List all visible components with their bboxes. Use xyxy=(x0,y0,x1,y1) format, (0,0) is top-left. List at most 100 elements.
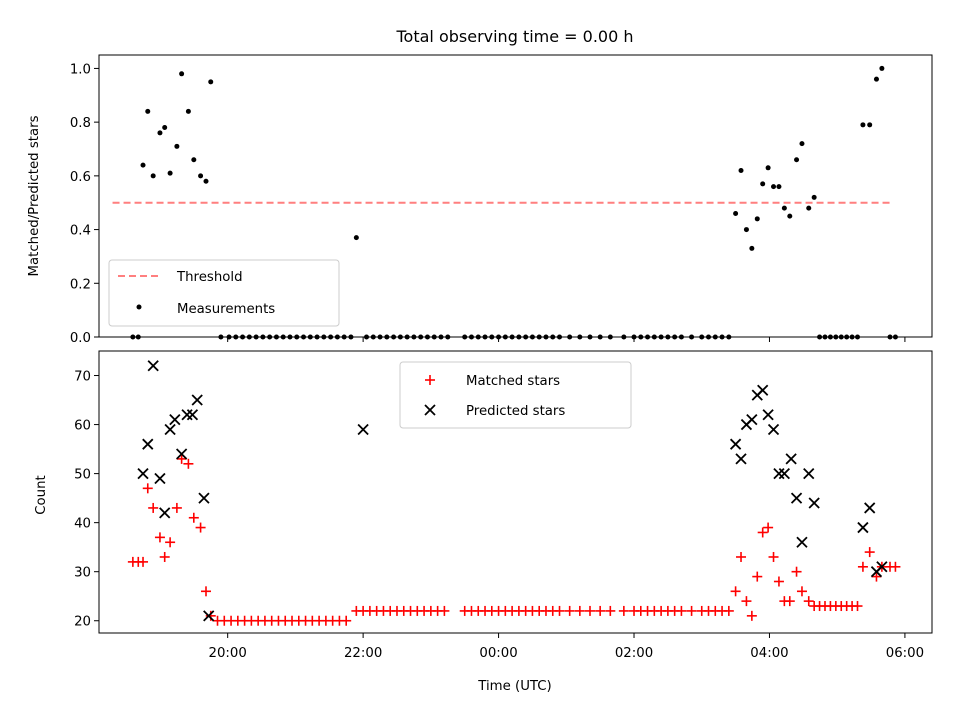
measurement-point xyxy=(760,181,766,187)
matched-star-point xyxy=(201,586,212,597)
matched-star-point xyxy=(183,458,194,469)
predicted-star-point xyxy=(778,467,790,480)
matched-star-point xyxy=(676,605,687,616)
bottom-y-tick-label: 40 xyxy=(74,517,91,532)
measurement-point xyxy=(860,122,866,128)
predicted-star-point xyxy=(735,453,747,465)
predicted-star-point xyxy=(147,360,159,372)
bottom-x-tick-label: 02:00 xyxy=(615,646,653,661)
measurement-point xyxy=(191,157,197,163)
matched-star-point xyxy=(852,601,863,612)
measurement-point xyxy=(867,122,873,128)
bottom-y-tick-label: 30 xyxy=(74,566,91,581)
matched-star-point xyxy=(142,483,153,494)
predicted-star-point xyxy=(198,492,210,504)
bottom-legend: Matched stars Predicted stars xyxy=(399,361,632,429)
matched-star-point xyxy=(341,615,352,626)
matched-star-point xyxy=(159,551,170,562)
legend-matched-swatch xyxy=(425,375,435,385)
matched-star-point xyxy=(154,532,165,543)
bottom-y-tick-label: 60 xyxy=(74,419,91,434)
measurement-point xyxy=(198,173,204,179)
measurement-point xyxy=(203,178,209,184)
measurement-point xyxy=(733,210,739,216)
measurement-point xyxy=(771,184,777,190)
matched-star-point xyxy=(730,586,741,597)
bottom-x-tick-label: 04:00 xyxy=(750,646,788,661)
predicted-star-point xyxy=(785,453,797,465)
matched-star-point xyxy=(439,605,450,616)
top-y-axis-label: Matched/Predicted stars xyxy=(27,115,42,276)
matched-star-point xyxy=(564,605,575,616)
predicted-star-point xyxy=(142,438,154,450)
bottom-y-axis-label: Count xyxy=(34,475,49,515)
predicted-star-point xyxy=(154,472,166,485)
measurement-point xyxy=(811,194,817,200)
matched-star-point xyxy=(773,576,784,587)
matched-star-point xyxy=(554,605,565,616)
measurement-point xyxy=(806,205,812,211)
top-chart-title: Total observing time = 0.00 h xyxy=(395,27,633,46)
predicted-star-point xyxy=(796,536,808,548)
matched-star-point xyxy=(195,522,206,533)
predicted-star-point xyxy=(876,561,888,573)
legend-measurements-label: Measurements xyxy=(177,302,275,317)
matched-star-point xyxy=(595,605,606,616)
predicted-star-point xyxy=(746,414,758,426)
measurement-point xyxy=(743,227,749,233)
matched-star-point xyxy=(165,537,176,548)
matched-star-point xyxy=(205,610,216,621)
measurement-point xyxy=(174,143,180,149)
measurement-point xyxy=(145,108,151,114)
bottom-y-tick-label: 50 xyxy=(74,468,91,483)
predicted-star-point xyxy=(159,507,171,519)
legend-matched-label: Matched stars xyxy=(466,374,560,389)
predicted-star-point xyxy=(790,492,803,504)
matched-star-point xyxy=(763,522,774,533)
measurement-point xyxy=(787,213,793,219)
bottom-x-tick-label: 22:00 xyxy=(344,646,382,661)
legend-matched-marker xyxy=(425,375,435,385)
bottom-x-tick-label: 20:00 xyxy=(209,646,247,661)
matched-star-point xyxy=(605,605,616,616)
predicted-star-point xyxy=(808,497,820,509)
predicted-star-point xyxy=(191,394,203,406)
predicted-star-point xyxy=(729,438,742,450)
measurement-point xyxy=(873,76,879,82)
legend-threshold-label: Threshold xyxy=(176,270,243,285)
measurement-point xyxy=(794,157,800,163)
predicted-star-point xyxy=(757,384,769,396)
measurement-point xyxy=(879,65,885,71)
measurement-point xyxy=(150,173,156,179)
predicted-star-point xyxy=(762,409,774,421)
matched-star-point xyxy=(752,571,763,582)
matched-star-point xyxy=(176,453,187,464)
measurement-point xyxy=(765,165,771,171)
matched-star-point xyxy=(803,596,814,607)
predicted-star-point xyxy=(203,610,215,622)
matched-star-point xyxy=(757,527,768,538)
predicted-star-point xyxy=(137,467,149,480)
measurement-point xyxy=(157,130,163,136)
top-y-tick-label: 0.0 xyxy=(70,331,91,346)
bottom-plot-frame xyxy=(98,350,933,634)
top-legend: Threshold Measurements xyxy=(108,259,340,327)
top-plot-frame xyxy=(98,54,933,338)
top-y-tick-label: 0.2 xyxy=(70,277,91,292)
top-y-tick-label: 1.0 xyxy=(70,62,91,77)
matched-star-point xyxy=(741,596,752,607)
measurement-point xyxy=(799,141,805,147)
matched-star-point xyxy=(857,561,868,572)
measurement-point xyxy=(167,170,173,176)
top-y-tick-label: 0.8 xyxy=(70,116,91,131)
matched-star-point xyxy=(574,605,585,616)
legend-predicted-label: Predicted stars xyxy=(466,404,565,419)
predicted-star-point xyxy=(169,414,181,426)
bottom-y-tick-label: 70 xyxy=(74,370,91,385)
bottom-x-tick-label: 06:00 xyxy=(886,646,924,661)
measurement-point xyxy=(353,235,359,241)
predicted-star-point xyxy=(857,521,869,534)
matched-star-point xyxy=(746,610,757,621)
measurement-point xyxy=(162,125,168,131)
legend-predicted-marker xyxy=(424,404,436,416)
